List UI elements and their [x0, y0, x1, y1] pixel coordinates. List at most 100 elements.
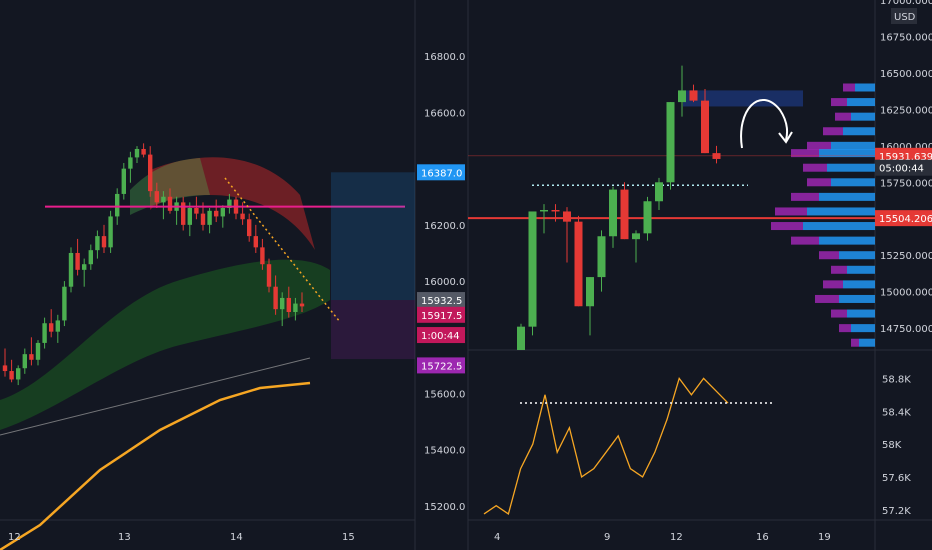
volume-profile-buy-bar [843, 127, 875, 136]
right-candle-body [678, 90, 686, 103]
left-candle-body [167, 196, 173, 211]
left-candle-body [247, 219, 252, 237]
left-price-tag-label: 15932.5 [421, 296, 462, 307]
drawn-arrow-head [778, 131, 793, 144]
right-x-tick-label: 16 [756, 532, 769, 543]
volume-profile-buy-bar [807, 207, 875, 216]
right-price-tag: 15504.206 [875, 210, 932, 227]
left-x-tick-label: 13 [118, 532, 131, 543]
left-price-tag-bg [417, 292, 465, 309]
oscillator-y-tick-label: 57.6K [882, 473, 911, 484]
left-candle-body [141, 148, 146, 155]
left-candle-body [55, 320, 60, 332]
right-price-tag-label: 15931.639 [879, 152, 932, 163]
left-y-tick-label: 16000.0 [424, 277, 465, 288]
right-y-tick-label: 16000.000 [880, 142, 932, 153]
orange-ema-line [0, 381, 311, 550]
left-candle-body [82, 264, 87, 270]
volume-profile-sell-bar [807, 178, 831, 187]
volume-profile-buy-bar [851, 112, 875, 121]
left-y-tick-label: 16800.0 [424, 52, 465, 63]
left-price-tag-label: 16387.0 [421, 168, 462, 179]
left-y-tick-label: 16200.0 [424, 221, 465, 232]
volume-profile-sell-bar [815, 294, 839, 303]
left-candle-body [128, 157, 133, 169]
volume-profile-sell-bar [791, 149, 819, 158]
left-price-tag: 1:00:44 [417, 327, 465, 344]
oscillator-line [483, 376, 729, 515]
left-candle-body [253, 236, 258, 248]
right-candle-body [609, 189, 617, 237]
volume-profile-buy-bar [839, 294, 875, 303]
right-candle-body [632, 233, 640, 240]
left-price-tag: 15932.5 [417, 292, 465, 309]
right-y-tick-label: 16750.000 [880, 32, 932, 43]
oscillator-y-tick-label: 57.2K [882, 506, 911, 517]
right-y-tick-label: 17000.000 [880, 0, 932, 7]
left-y-tick-label: 15600.0 [424, 390, 465, 401]
left-candle-body [101, 236, 107, 248]
right-price-tag-bg [875, 210, 932, 227]
left-candle-body [154, 191, 159, 203]
volume-profile-sell-bar [819, 251, 839, 260]
left-candle-body [95, 236, 100, 251]
right-candle-body [701, 100, 709, 154]
left-candle-body [62, 286, 67, 321]
left-candle-body [29, 354, 34, 360]
volume-profile-buy-bar [847, 309, 875, 318]
volume-profile-sell-bar [831, 309, 847, 318]
left-price-tag: 16387.0 [417, 164, 465, 181]
left-candle-body [42, 323, 47, 343]
left-price-tag-bg [417, 164, 465, 181]
right-candle-body [712, 153, 721, 159]
left-candle-body [187, 208, 192, 225]
volume-profile-sell-bar [823, 127, 843, 136]
volume-profile-buy-bar [819, 192, 875, 201]
left-candle-body [115, 193, 120, 217]
right-candle-body [540, 210, 548, 212]
right-y-tick-label: 15250.000 [880, 251, 932, 262]
left-candle-body [240, 213, 245, 220]
right-candle-body [689, 90, 698, 101]
right-candle-body [528, 211, 537, 327]
left-candle-body [293, 303, 298, 312]
red-cloud-band [150, 157, 315, 250]
left-price-tag-bg [417, 327, 465, 344]
right-candle-body [643, 201, 652, 234]
right-candle-body [666, 102, 675, 183]
right-y-tick-label: 14750.000 [880, 324, 932, 335]
volume-profile-sell-bar [831, 98, 847, 107]
volume-profile-sell-bar [843, 83, 855, 92]
left-price-tag-label: 1:00:44 [421, 331, 460, 342]
left-price-tag-bg [417, 357, 465, 374]
volume-profile-buy-bar [803, 222, 875, 231]
right-candle-body [563, 211, 571, 222]
left-candle-body [207, 210, 212, 225]
left-price-tag-label: 15917.5 [421, 311, 462, 322]
left-candle-body [181, 202, 186, 225]
left-price-tag-bg [417, 306, 465, 323]
left-candle-body [286, 297, 291, 312]
oscillator-y-tick-label: 58K [882, 440, 902, 451]
volume-profile-sell-bar [791, 192, 819, 201]
right-x-tick-label: 19 [818, 532, 831, 543]
left-candle-body [194, 208, 199, 214]
left-candle-body [75, 252, 80, 270]
right-candle-body [597, 236, 606, 278]
target-zone-box [331, 172, 415, 301]
currency-badge-bg [891, 8, 917, 24]
left-y-tick-label: 15200.0 [424, 502, 465, 513]
oscillator-y-tick-label: 58.4K [882, 407, 911, 418]
volume-profile-sell-bar [791, 236, 819, 245]
right-price-pane: 17000.000 16750.000 16500.000 16250.000 1600… [467, 0, 932, 550]
left-y-tick-label: 16600.0 [424, 108, 465, 119]
volume-profile-buy-bar [843, 280, 875, 289]
right-x-tick-label: 9 [604, 532, 610, 543]
left-candle-body [148, 154, 153, 192]
left-candle-body [134, 148, 140, 158]
volume-profile-sell-bar [839, 324, 851, 333]
left-candle-body [2, 365, 8, 372]
left-candle-body [280, 297, 285, 310]
volume-profile-sell-bar [851, 338, 859, 347]
